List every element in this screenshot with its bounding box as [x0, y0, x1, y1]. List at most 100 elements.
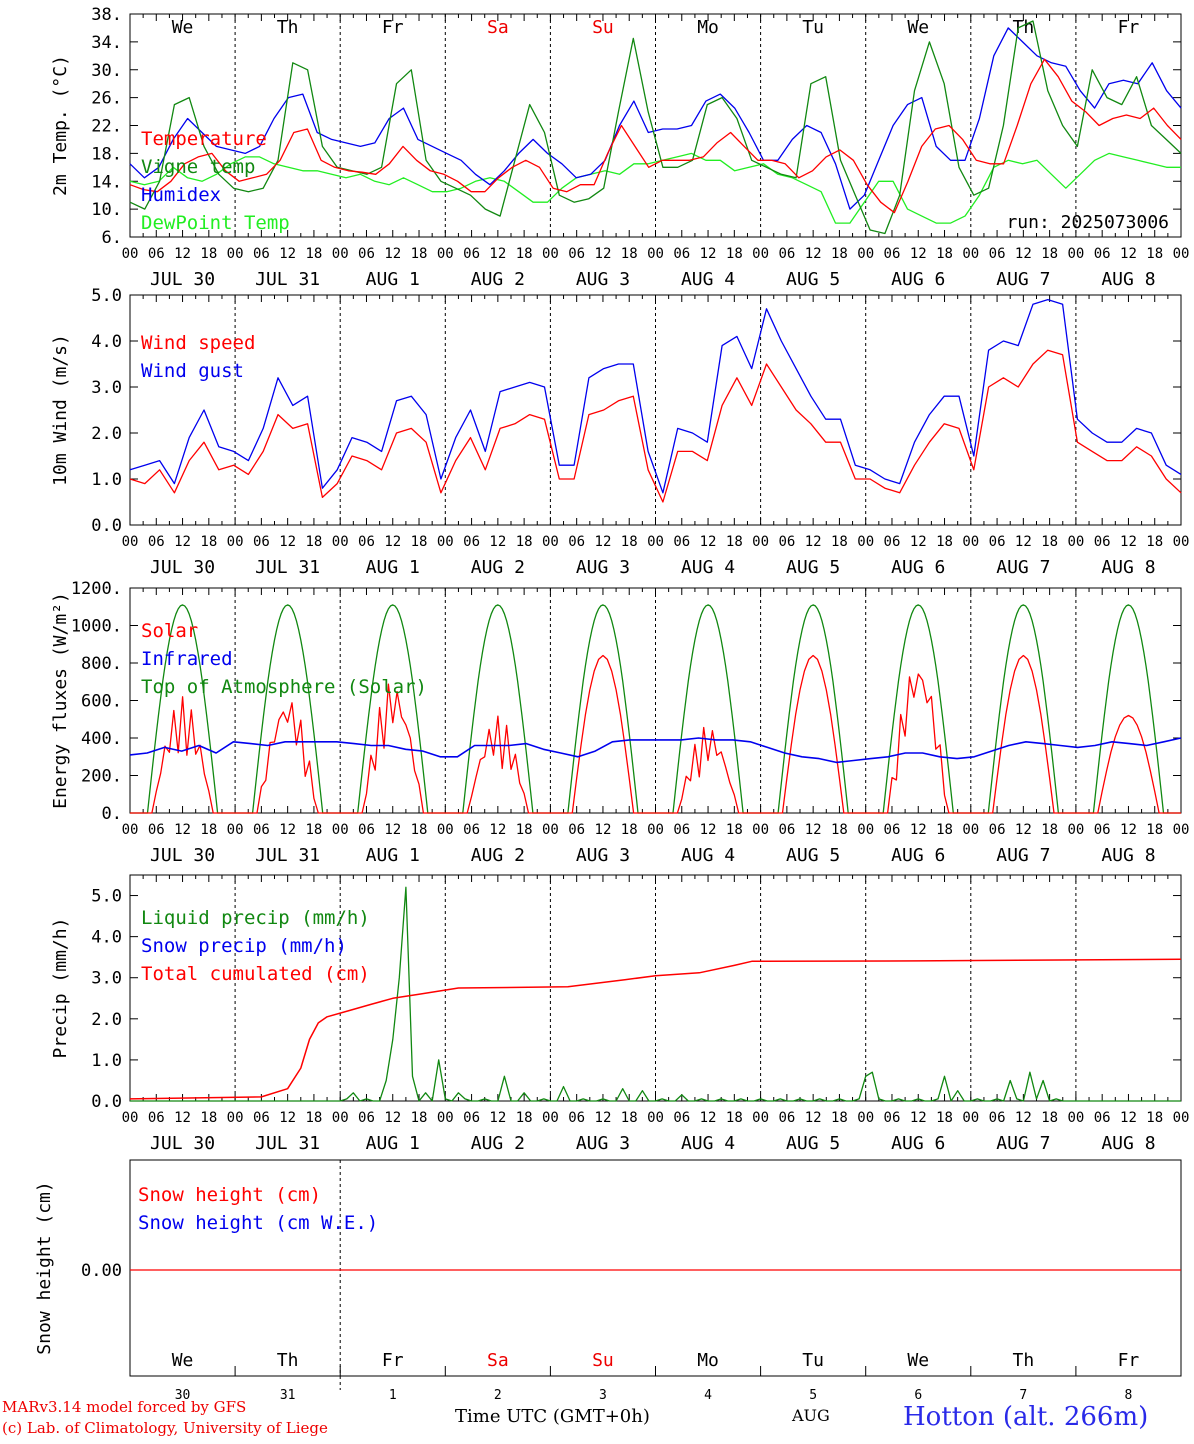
- hour-tick-label: 12: [384, 534, 401, 550]
- day-number-label: 1: [389, 1388, 397, 1403]
- hour-tick-label: 12: [1015, 822, 1032, 838]
- hour-tick-label: 18: [516, 1110, 533, 1126]
- time-axis-label: Time UTC (GMT+0h): [455, 1406, 650, 1427]
- hour-tick-label: 06: [463, 534, 480, 550]
- series-wind-gust: [129, 298, 1182, 494]
- date-label: AUG 4: [681, 845, 735, 866]
- hour-tick-label: 06: [568, 1110, 585, 1126]
- hour-tick-label: 18: [411, 246, 428, 262]
- weekday-label: Sa: [487, 17, 509, 38]
- hour-tick-label: 06: [778, 246, 795, 262]
- hour-tick-label: 12: [1120, 246, 1137, 262]
- hour-tick-label: 18: [621, 822, 638, 838]
- temp-legend-0: Temperature: [141, 128, 267, 150]
- hour-tick-label: 06: [253, 246, 270, 262]
- panel-frame-0: [129, 13, 1182, 238]
- energy-legend-2: Top of Atmosphere (Solar): [141, 676, 427, 698]
- series-dewpoint-temp: [129, 152, 1181, 224]
- hour-tick-label: 00: [542, 534, 559, 550]
- weekday-label: We: [907, 17, 929, 38]
- hour-tick-label: 12: [700, 534, 717, 550]
- date-label: JUL 30: [150, 269, 215, 290]
- date-label: AUG 1: [366, 845, 420, 866]
- hour-tick-label: 18: [936, 246, 953, 262]
- hour-tick-label: 06: [778, 534, 795, 550]
- hour-tick-label: 06: [673, 822, 690, 838]
- hour-tick-label: 06: [673, 534, 690, 550]
- hour-tick-label: 06: [1094, 822, 1111, 838]
- hour-tick-label: 00: [1173, 246, 1190, 262]
- hour-tick-label: 12: [595, 246, 612, 262]
- date-label: AUG 8: [1101, 845, 1155, 866]
- y-tick-label: 5.0: [91, 887, 122, 907]
- hour-tick-label: 00: [122, 246, 139, 262]
- y-tick-label: 3.0: [91, 969, 122, 989]
- date-label: JUL 31: [255, 1133, 320, 1154]
- hour-tick-label: 18: [1041, 1110, 1058, 1126]
- energy-legend-1: Infrared: [141, 648, 233, 670]
- hour-tick-label: 00: [1173, 822, 1190, 838]
- date-label: AUG 8: [1101, 557, 1155, 578]
- hour-tick-label: 18: [936, 1110, 953, 1126]
- month-label: AUG: [792, 1406, 830, 1425]
- hour-tick-label: 18: [305, 246, 322, 262]
- hour-tick-label: 12: [1015, 246, 1032, 262]
- run-label: run: 2025073006: [1006, 212, 1169, 233]
- y-tick-label: 1.0: [91, 470, 122, 490]
- hour-tick-label: 18: [1041, 822, 1058, 838]
- hour-tick-label: 06: [148, 822, 165, 838]
- y-tick-label: 800.: [81, 654, 122, 674]
- date-label: AUG 3: [576, 845, 630, 866]
- hour-tick-label: 18: [1146, 534, 1163, 550]
- hour-tick-label: 12: [700, 1110, 717, 1126]
- hour-tick-label: 06: [463, 246, 480, 262]
- hour-tick-label: 00: [1173, 534, 1190, 550]
- hour-tick-label: 12: [1120, 1110, 1137, 1126]
- y-tick-label: 600.: [81, 692, 122, 712]
- date-label: JUL 31: [255, 269, 320, 290]
- energy-legend-0: Solar: [141, 620, 198, 642]
- hour-tick-label: 00: [962, 822, 979, 838]
- hour-tick-label: 12: [489, 1110, 506, 1126]
- weekday-label: We: [907, 1350, 929, 1371]
- hour-tick-label: 12: [489, 534, 506, 550]
- hour-tick-label: 12: [910, 1110, 927, 1126]
- hour-tick-label: 18: [411, 534, 428, 550]
- hour-tick-label: 00: [332, 246, 349, 262]
- hour-tick-label: 12: [279, 822, 296, 838]
- hour-tick-label: 00: [647, 822, 664, 838]
- hour-tick-label: 00: [647, 1110, 664, 1126]
- series-humidex: [129, 27, 1182, 210]
- hour-tick-label: 06: [1094, 534, 1111, 550]
- hour-tick-label: 00: [962, 1110, 979, 1126]
- y-tick-label: 14.: [91, 172, 122, 192]
- weekday-label: Tu: [802, 17, 824, 38]
- series-total-cumulated: [129, 958, 1182, 1100]
- y-tick-label: 6.: [102, 228, 122, 248]
- date-label: AUG 5: [786, 1133, 840, 1154]
- day-number-label: 31: [280, 1388, 296, 1403]
- weekday-label: Mo: [697, 1350, 719, 1371]
- hour-tick-label: 00: [752, 246, 769, 262]
- hour-tick-label: 00: [752, 1110, 769, 1126]
- hour-tick-label: 00: [542, 822, 559, 838]
- hour-tick-label: 00: [122, 822, 139, 838]
- hour-tick-label: 06: [253, 822, 270, 838]
- date-label: AUG 7: [996, 557, 1050, 578]
- hour-tick-label: 00: [962, 246, 979, 262]
- y-tick-label: 0.0: [91, 1092, 122, 1112]
- hour-tick-label: 00: [752, 822, 769, 838]
- hour-tick-label: 00: [437, 1110, 454, 1126]
- hour-tick-label: 00: [122, 1110, 139, 1126]
- day-number-label: 3: [599, 1388, 607, 1403]
- hour-tick-label: 18: [200, 1110, 217, 1126]
- hour-tick-label: 06: [884, 822, 901, 838]
- hour-tick-label: 00: [437, 822, 454, 838]
- hour-tick-label: 18: [200, 822, 217, 838]
- hour-tick-label: 12: [489, 246, 506, 262]
- hour-tick-label: 06: [884, 534, 901, 550]
- lab-credit: (c) Lab. of Climatology, University of L…: [2, 1419, 328, 1437]
- hour-tick-label: 06: [673, 246, 690, 262]
- y-tick-label: 4.0: [91, 332, 122, 352]
